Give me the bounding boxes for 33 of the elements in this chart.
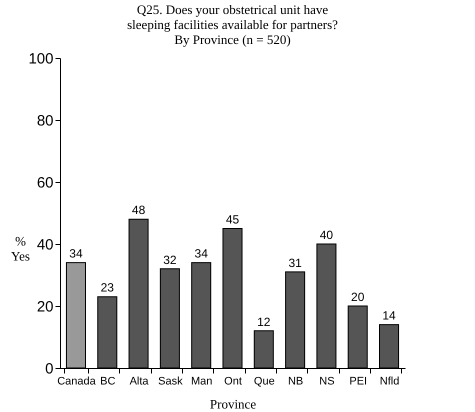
x-tick-label: Man <box>190 376 212 388</box>
y-tick-label: 80 <box>36 112 54 130</box>
data-label: 34 <box>194 246 208 261</box>
text: sleeping facilities available for partners? <box>127 17 338 32</box>
y-tick-label: 60 <box>36 174 54 192</box>
x-axis-title: Province <box>210 396 256 412</box>
text: Q25. Does your obstetrical unit have <box>136 2 328 17</box>
x-tick-label: Canada <box>57 376 97 388</box>
y-axis-title: % Yes <box>11 234 30 264</box>
x-tick-label: NB <box>288 376 304 388</box>
x-tick-label: BC <box>100 376 116 388</box>
data-label: 31 <box>288 256 302 270</box>
data-label: 48 <box>132 203 146 218</box>
x-tick-label: PEI <box>349 376 368 388</box>
x-tick-label: Nfld <box>380 376 400 388</box>
y-tick-label: 0 <box>45 360 54 378</box>
text: By Province (n = 520) <box>174 32 291 47</box>
data-label: 34 <box>69 246 83 261</box>
y-tick-label: 100 <box>28 50 54 68</box>
x-tick-label: NS <box>319 376 335 388</box>
data-label: 45 <box>226 212 240 226</box>
x-tick-label: Ont <box>224 376 242 388</box>
data-label: 32 <box>163 252 177 267</box>
x-tick-label: Que <box>254 376 275 388</box>
data-label: 20 <box>351 290 365 304</box>
data-label: 14 <box>382 308 396 323</box>
x-tick-label: Sask <box>158 376 184 388</box>
y-tick-label: 40 <box>36 236 54 254</box>
data-label: 40 <box>320 228 334 242</box>
y-tick-label: 20 <box>36 298 54 316</box>
data-label: 23 <box>100 280 114 295</box>
x-tick-label: Alta <box>130 376 150 388</box>
data-label: 12 <box>257 314 271 329</box>
